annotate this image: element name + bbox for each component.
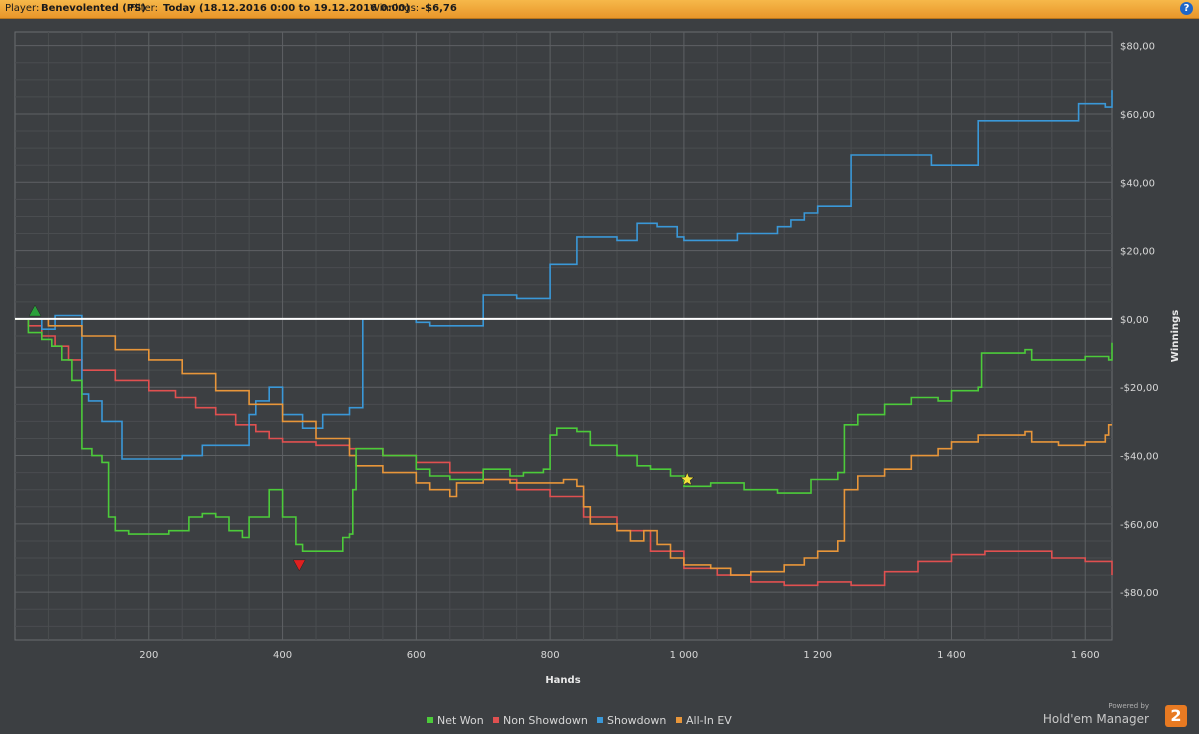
winnings-graph: 200 400 600 800 1 000 1 200 1 400 1 600 $80,00$… bbox=[14, 31, 1181, 686]
x-axis-title: Hands bbox=[545, 675, 580, 686]
y-tick-label: -$20,00 bbox=[1120, 383, 1159, 394]
legend-swatch-all-in-ev bbox=[676, 717, 682, 723]
legend-label-all-in-ev: All-In EV bbox=[686, 714, 732, 727]
x-tick-label: 600 bbox=[407, 650, 426, 661]
series-line-net-won bbox=[15, 318, 1113, 552]
legend-swatch-non-showdown bbox=[493, 717, 499, 723]
winnings-value: -$6,76 bbox=[421, 3, 457, 14]
y-axis-ticks: $80,00 $60,00 $40,00 $20,00 $0,00 -$20,00 -$40… bbox=[1120, 42, 1159, 600]
legend-item-all-in-ev[interactable]: All-In EV bbox=[676, 714, 732, 727]
y-axis-title: Winnings bbox=[1170, 310, 1181, 362]
series-line-showdown bbox=[15, 90, 1113, 460]
marker-layer bbox=[28, 304, 695, 572]
legend-item-showdown[interactable]: Showdown bbox=[597, 714, 666, 727]
legend-swatch-net-won bbox=[427, 717, 433, 723]
winnings-label: Winnings: bbox=[370, 3, 420, 14]
y-tick-label: $60,00 bbox=[1120, 110, 1155, 121]
y-tick-label: -$40,00 bbox=[1120, 452, 1159, 463]
y-tick-label: $80,00 bbox=[1120, 42, 1155, 53]
legend-label-net-won: Net Won bbox=[437, 714, 484, 727]
legend-swatch-showdown bbox=[597, 717, 603, 723]
y-tick-label: -$80,00 bbox=[1120, 588, 1159, 599]
x-axis-ticks: 200 400 600 800 1 000 1 200 1 400 1 600 bbox=[139, 650, 1099, 661]
star-marker bbox=[679, 471, 695, 486]
filter-label: Filter: bbox=[130, 3, 158, 14]
product-name: Hold'em Manager bbox=[1042, 712, 1149, 726]
hm2-logo-icon: 2 bbox=[1165, 705, 1187, 727]
help-icon[interactable]: ? bbox=[1180, 2, 1193, 15]
y-tick-label: $20,00 bbox=[1120, 247, 1155, 258]
player-label: Player: bbox=[5, 3, 40, 14]
grid bbox=[15, 32, 1112, 640]
max-marker bbox=[28, 304, 42, 317]
legend-item-non-showdown[interactable]: Non Showdown bbox=[493, 714, 588, 727]
x-tick-label: 1 400 bbox=[937, 650, 966, 661]
series-line-non-showdown bbox=[15, 318, 1113, 587]
legend-label-showdown: Showdown bbox=[607, 714, 667, 727]
branding: Powered by Hold'em Manager 2 bbox=[1043, 702, 1187, 730]
series-line-all-in-ev bbox=[15, 318, 1112, 576]
x-tick-label: 1 000 bbox=[670, 650, 699, 661]
legend-item-net-won[interactable]: Net Won bbox=[427, 714, 484, 727]
y-tick-label: $40,00 bbox=[1120, 178, 1155, 189]
filter-value: Today (18.12.2016 0:00 to 19.12.2016 0:0… bbox=[163, 3, 410, 14]
y-tick-label: -$60,00 bbox=[1120, 520, 1159, 531]
series-layer bbox=[15, 90, 1113, 587]
legend-label-non-showdown: Non Showdown bbox=[503, 714, 588, 727]
player-value: Benevolented (PS) bbox=[41, 3, 146, 14]
x-tick-label: 800 bbox=[541, 650, 560, 661]
x-tick-label: 1 200 bbox=[803, 650, 832, 661]
powered-by-text: Powered by bbox=[1108, 702, 1149, 710]
min-marker bbox=[292, 559, 306, 572]
x-tick-label: 1 600 bbox=[1071, 650, 1100, 661]
x-tick-label: 200 bbox=[139, 650, 158, 661]
x-tick-label: 400 bbox=[273, 650, 292, 661]
title-bar: Player: Benevolented (PS) Filter: Today … bbox=[0, 0, 1199, 19]
y-tick-label: $0,00 bbox=[1120, 315, 1149, 326]
